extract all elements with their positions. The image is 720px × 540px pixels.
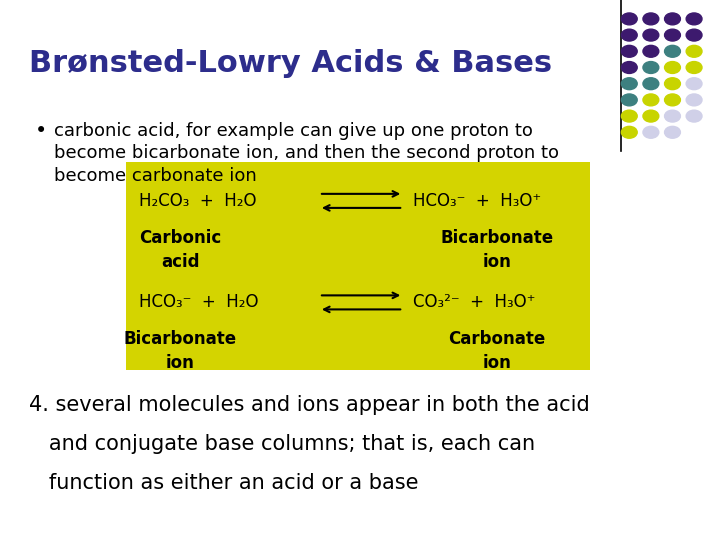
Circle shape [621, 29, 637, 41]
Text: HCO₃⁻  +  H₃O⁺: HCO₃⁻ + H₃O⁺ [413, 192, 541, 210]
Circle shape [686, 78, 702, 90]
Circle shape [643, 29, 659, 41]
Circle shape [643, 126, 659, 138]
Text: become carbonate ion: become carbonate ion [54, 167, 257, 185]
Text: Bicarbonate
ion: Bicarbonate ion [123, 330, 237, 372]
Text: function as either an acid or a base: function as either an acid or a base [29, 473, 418, 493]
Text: Carbonic
acid: Carbonic acid [139, 229, 221, 271]
Circle shape [686, 62, 702, 73]
Circle shape [665, 78, 680, 90]
Circle shape [621, 126, 637, 138]
Circle shape [665, 29, 680, 41]
Text: H₂CO₃  +  H₂O: H₂CO₃ + H₂O [139, 192, 256, 210]
Circle shape [643, 110, 659, 122]
Circle shape [686, 29, 702, 41]
Text: Brønsted-Lowry Acids & Bases: Brønsted-Lowry Acids & Bases [29, 49, 552, 78]
Text: Carbonate
ion: Carbonate ion [448, 330, 546, 372]
Circle shape [643, 13, 659, 25]
Circle shape [621, 13, 637, 25]
Circle shape [621, 78, 637, 90]
Circle shape [686, 45, 702, 57]
Text: 4. several molecules and ions appear in both the acid: 4. several molecules and ions appear in … [29, 395, 590, 415]
Circle shape [686, 110, 702, 122]
Text: carbonic acid, for example can give up one proton to: carbonic acid, for example can give up o… [54, 122, 533, 139]
Circle shape [643, 78, 659, 90]
Circle shape [686, 13, 702, 25]
Circle shape [665, 13, 680, 25]
Circle shape [665, 126, 680, 138]
Text: become bicarbonate ion, and then the second proton to: become bicarbonate ion, and then the sec… [54, 144, 559, 162]
Text: Bicarbonate
ion: Bicarbonate ion [440, 229, 554, 271]
Text: CO₃²⁻  +  H₃O⁺: CO₃²⁻ + H₃O⁺ [413, 293, 535, 312]
Circle shape [643, 94, 659, 106]
Text: •: • [35, 122, 47, 141]
Circle shape [643, 45, 659, 57]
Circle shape [643, 62, 659, 73]
Circle shape [621, 110, 637, 122]
Bar [126, 162, 590, 370]
Circle shape [621, 62, 637, 73]
Circle shape [665, 62, 680, 73]
Text: and conjugate base columns; that is, each can: and conjugate base columns; that is, eac… [29, 434, 535, 454]
Circle shape [686, 94, 702, 106]
Circle shape [665, 110, 680, 122]
Circle shape [621, 94, 637, 106]
Circle shape [665, 94, 680, 106]
Text: HCO₃⁻  +  H₂O: HCO₃⁻ + H₂O [139, 293, 258, 312]
Circle shape [665, 45, 680, 57]
Circle shape [621, 45, 637, 57]
